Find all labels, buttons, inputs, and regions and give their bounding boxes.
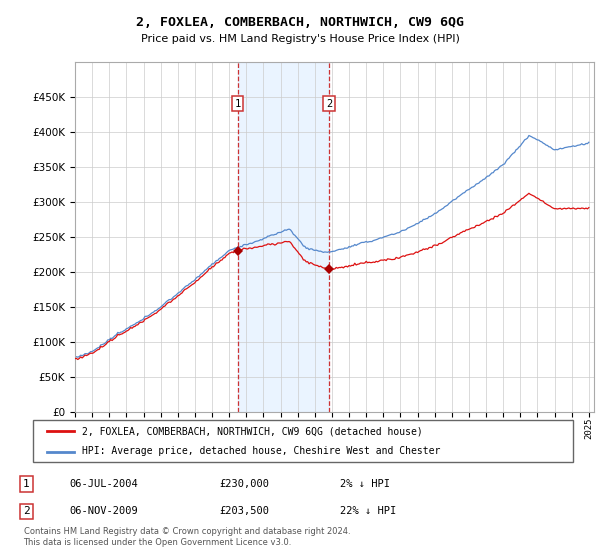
Text: 2% ↓ HPI: 2% ↓ HPI [340, 479, 391, 489]
Text: 1: 1 [23, 479, 30, 489]
FancyBboxPatch shape [33, 420, 573, 462]
Text: 1: 1 [235, 99, 241, 109]
Text: 06-NOV-2009: 06-NOV-2009 [70, 506, 139, 516]
Text: HPI: Average price, detached house, Cheshire West and Chester: HPI: Average price, detached house, Ches… [82, 446, 440, 456]
Text: Contains HM Land Registry data © Crown copyright and database right 2024.
This d: Contains HM Land Registry data © Crown c… [23, 528, 350, 547]
Text: 2, FOXLEA, COMBERBACH, NORTHWICH, CW9 6QG: 2, FOXLEA, COMBERBACH, NORTHWICH, CW9 6Q… [136, 16, 464, 29]
Text: 06-JUL-2004: 06-JUL-2004 [70, 479, 139, 489]
Text: 2: 2 [23, 506, 30, 516]
Text: Price paid vs. HM Land Registry's House Price Index (HPI): Price paid vs. HM Land Registry's House … [140, 34, 460, 44]
Text: 2: 2 [326, 99, 332, 109]
Text: £203,500: £203,500 [220, 506, 269, 516]
Text: 22% ↓ HPI: 22% ↓ HPI [340, 506, 397, 516]
Text: £230,000: £230,000 [220, 479, 269, 489]
Bar [238, 62, 329, 412]
Text: 2, FOXLEA, COMBERBACH, NORTHWICH, CW9 6QG (detached house): 2, FOXLEA, COMBERBACH, NORTHWICH, CW9 6Q… [82, 426, 422, 436]
